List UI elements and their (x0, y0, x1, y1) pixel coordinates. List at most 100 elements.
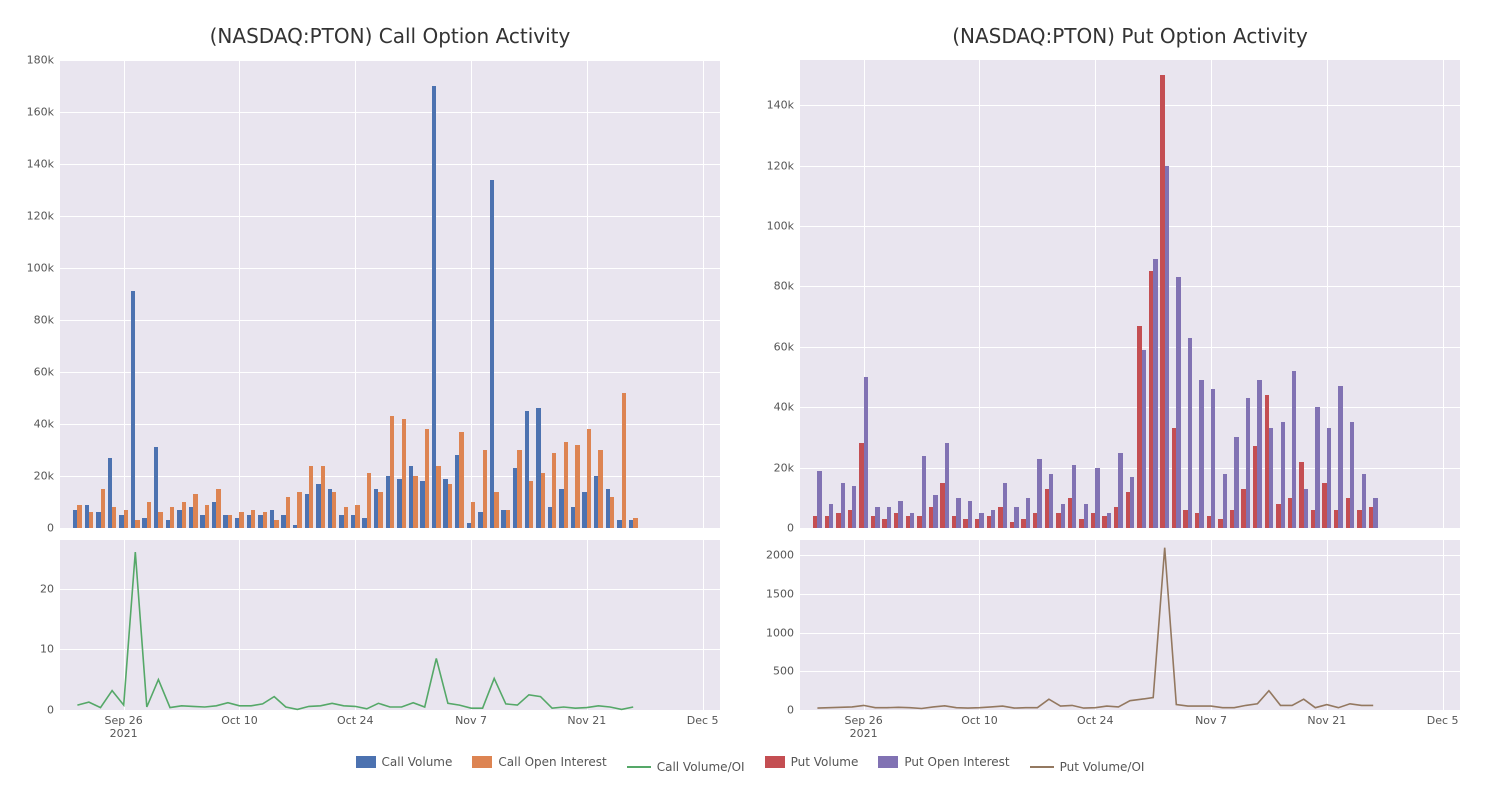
left-title: (NASDAQ:PTON) Call Option Activity (60, 24, 720, 48)
right-bar (852, 486, 856, 528)
right-bar (1130, 477, 1134, 528)
right-xgrid (1095, 60, 1096, 528)
right-ytick-label: 40k (774, 401, 800, 414)
left-bar (490, 180, 494, 528)
left-bar (483, 450, 487, 528)
left-ratio-ytick-label: 0 (47, 704, 60, 717)
left-bar (228, 515, 232, 528)
left-ytick-label: 40k (34, 418, 60, 431)
right-ygrid (800, 166, 1460, 167)
legend-line-swatch (627, 766, 651, 768)
left-bar (216, 489, 220, 528)
right-bar (945, 443, 949, 528)
left-bar (541, 473, 545, 528)
left-ygrid (60, 164, 720, 165)
left-xtick-label: Nov 7 (455, 710, 487, 727)
right-bar (1153, 259, 1157, 528)
left-ytick-label: 160k (27, 106, 60, 119)
right-bar (1014, 507, 1018, 528)
right-bar (1281, 422, 1285, 528)
right-bar (1304, 489, 1308, 528)
left-xgrid (124, 60, 125, 528)
left-bar (355, 505, 359, 528)
left-ytick-label: 80k (34, 314, 60, 327)
legend-label: Put Open Interest (904, 755, 1009, 769)
right-xtick-label: Sep 262021 (845, 710, 883, 740)
legend-item: Put Volume (765, 755, 859, 769)
right-bar (1350, 422, 1354, 528)
right-bar (1165, 166, 1169, 528)
right-ygrid (800, 286, 1460, 287)
right-bar (1257, 380, 1261, 528)
right-bar (991, 510, 995, 528)
right-ygrid (800, 468, 1460, 469)
right-ytick-label: 0 (787, 522, 800, 535)
left-bar (587, 429, 591, 528)
right-bar (898, 501, 902, 528)
left-bar (170, 507, 174, 528)
right-bar (1049, 474, 1053, 528)
right-bar (817, 471, 821, 528)
right-bar (1061, 504, 1065, 528)
right-ytick-label: 120k (767, 159, 800, 172)
right-bar (1315, 407, 1319, 528)
legend-item: Call Open Interest (472, 755, 606, 769)
right-ygrid (800, 347, 1460, 348)
left-bar (297, 492, 301, 528)
right-bar (1269, 428, 1273, 528)
left-ygrid (60, 528, 720, 529)
legend-label: Call Volume (382, 755, 453, 769)
right-bar (1234, 437, 1238, 528)
right-ratio-ygrid (800, 710, 1460, 711)
right-bar (979, 513, 983, 528)
right-ytick-label: 20k (774, 461, 800, 474)
left-bar (633, 518, 637, 528)
right-bar (1037, 459, 1041, 528)
left-bar (89, 512, 93, 528)
left-bar (610, 497, 614, 528)
left-bar (124, 510, 128, 528)
right-bar (910, 513, 914, 528)
left-bar (77, 505, 81, 528)
right-bar (841, 483, 845, 528)
left-ratio-ytick-label: 10 (40, 643, 60, 656)
left-bar (378, 492, 382, 528)
left-ytick-label: 180k (27, 54, 60, 67)
right-ygrid (800, 105, 1460, 106)
left-bar (402, 419, 406, 528)
left-ygrid (60, 372, 720, 373)
legend-label: Put Volume (791, 755, 859, 769)
right-bar (864, 377, 868, 528)
legend-swatch (878, 756, 898, 768)
left-bar (529, 481, 533, 528)
right-bar (1118, 453, 1122, 528)
left-bar (575, 445, 579, 528)
right-bar (1292, 371, 1296, 528)
left-bar (448, 484, 452, 528)
left-bar (552, 453, 556, 528)
left-bar (274, 520, 278, 528)
right-ytick-label: 100k (767, 220, 800, 233)
left-bar (239, 512, 243, 528)
left-bar (135, 520, 139, 528)
left-bar (432, 86, 436, 528)
right-ratio-ytick-label: 500 (773, 665, 800, 678)
right-title: (NASDAQ:PTON) Put Option Activity (800, 24, 1460, 48)
right-bar (1362, 474, 1366, 528)
right-bar (1176, 277, 1180, 528)
right-xgrid (1443, 60, 1444, 528)
right-xgrid (979, 60, 980, 528)
right-xtick-year: 2021 (845, 727, 883, 740)
left-bar (622, 393, 626, 528)
left-bar (309, 466, 313, 528)
left-bar (147, 502, 151, 528)
right-ytick-label: 60k (774, 340, 800, 353)
right-xtick-label: Nov 21 (1307, 710, 1346, 727)
legend-swatch (356, 756, 376, 768)
right-bar (956, 498, 960, 528)
left-ratio-plot: 01020Sep 262021Oct 10Oct 24Nov 7Nov 21De… (60, 540, 720, 710)
right-xtick-label: Nov 7 (1195, 710, 1227, 727)
left-xtick-label: Oct 24 (337, 710, 374, 727)
right-ratio-ytick-label: 2000 (766, 549, 800, 562)
left-bar (112, 507, 116, 528)
